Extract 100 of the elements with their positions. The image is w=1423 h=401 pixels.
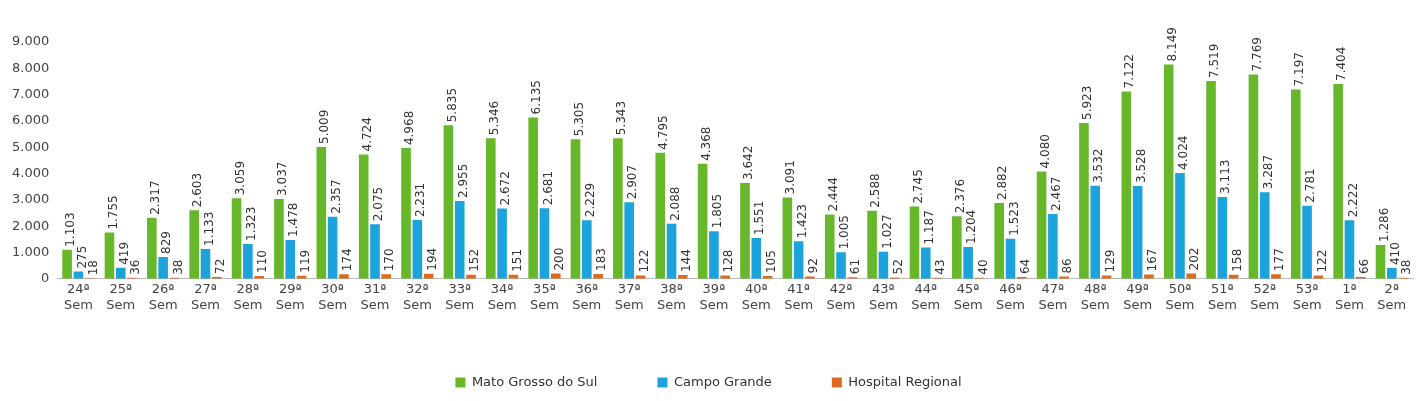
bar (1079, 122, 1089, 279)
y-tick-label: 2.000 (12, 217, 50, 233)
data-label: 2.317 (147, 180, 162, 215)
x-tick-label: 52ª Sem (1250, 280, 1280, 312)
bar (751, 237, 762, 279)
y-tick-label: 6.000 (12, 112, 50, 128)
data-label: 194 (424, 247, 439, 271)
x-tick-label: 47ª Sem (1038, 280, 1068, 312)
data-label: 1.805 (710, 193, 725, 229)
data-label: 158 (1229, 248, 1244, 272)
data-label: 122 (636, 249, 651, 273)
data-label: 4.795 (656, 115, 671, 150)
x-tick-label: 24ª Sem (63, 280, 93, 312)
legend-label: Campo Grande (673, 373, 772, 389)
x-tick-label: 32ª Sem (402, 280, 432, 312)
x-tick-label: 41ª Sem (784, 280, 814, 312)
x-tick-label: 35ª Sem (529, 280, 559, 312)
data-label: 1.005 (837, 215, 852, 250)
data-label: 829 (159, 231, 174, 254)
data-label: 151 (509, 248, 524, 272)
x-tick-label: 42ª Sem (826, 280, 856, 312)
data-label: 36 (128, 259, 143, 275)
data-label: 170 (382, 248, 397, 272)
data-label: 174 (340, 248, 355, 272)
data-label: 2.231 (413, 182, 428, 218)
data-label: 5.835 (444, 87, 459, 123)
bar (1132, 185, 1143, 279)
data-label: 38 (170, 259, 185, 275)
bar (782, 197, 793, 279)
data-label: 1.423 (794, 204, 809, 239)
bar (1175, 172, 1185, 279)
data-label: 66 (1356, 258, 1371, 275)
data-label: 72 (212, 258, 227, 274)
data-label: 7.769 (1249, 37, 1264, 72)
data-label: 2.376 (952, 178, 967, 214)
legend-label: Hospital Regional (848, 373, 962, 389)
bar (358, 154, 369, 279)
bar (1344, 220, 1355, 279)
bar (1005, 238, 1016, 279)
bar (274, 198, 284, 279)
bar (539, 208, 550, 279)
data-label: 119 (297, 249, 312, 273)
bar (909, 206, 920, 279)
bar (412, 220, 423, 279)
bar (624, 202, 634, 279)
data-label: 5.305 (571, 101, 586, 137)
data-label: 3.287 (1260, 154, 1275, 190)
data-label: 4.368 (698, 126, 713, 161)
x-tick-label: 33ª Sem (445, 280, 475, 312)
x-tick-label: 30ª Sem (318, 280, 348, 312)
data-label: 1.523 (1006, 201, 1021, 236)
data-label: 3.528 (1133, 148, 1148, 183)
x-tick-label: 38ª Sem (657, 280, 687, 312)
bar (582, 220, 592, 279)
bar (878, 251, 889, 279)
x-tick-label: 39ª Sem (699, 280, 729, 312)
data-label: 2.672 (498, 171, 513, 206)
bar (443, 125, 454, 279)
bar (1186, 273, 1197, 279)
data-label: 105 (763, 250, 778, 274)
bar (666, 223, 677, 279)
x-tick-label: 50ª Sem (1165, 280, 1195, 312)
data-label: 2.603 (190, 172, 205, 208)
data-label: 52 (890, 259, 905, 275)
data-label: 5.343 (614, 100, 629, 136)
x-tick-label: 37ª Sem (614, 280, 644, 312)
y-tick-label: 0 (40, 270, 50, 286)
data-label: 38 (1399, 259, 1414, 275)
data-label: 1.755 (105, 195, 120, 230)
data-label: 3.059 (232, 160, 247, 196)
bar (1248, 74, 1259, 279)
x-tick-label: 51ª Sem (1207, 280, 1237, 312)
x-tick-label: 26ª Sem (148, 280, 178, 312)
bar (454, 201, 465, 279)
bar (1290, 89, 1301, 279)
data-label: 129 (1102, 249, 1117, 273)
data-label: 4.968 (402, 110, 417, 146)
bar (339, 274, 349, 279)
bar (836, 252, 846, 279)
x-tick-label: 2ª Sem (1377, 280, 1407, 312)
bar (1090, 185, 1101, 279)
data-label: 5.346 (486, 100, 501, 136)
bar (1302, 205, 1312, 279)
bar (720, 275, 731, 279)
data-label: 3.037 (275, 161, 290, 196)
x-tick-label: 31ª Sem (360, 280, 390, 312)
x-tick-label: 45ª Sem (953, 280, 983, 312)
data-label: 86 (1060, 258, 1075, 274)
bar (497, 208, 507, 279)
data-label: 183 (594, 248, 609, 271)
bar (1259, 192, 1270, 279)
data-label: 4.080 (1037, 134, 1052, 169)
bar (316, 147, 327, 279)
data-label: 1.286 (1376, 207, 1391, 242)
bar (115, 267, 126, 279)
data-label: 7.122 (1122, 54, 1137, 89)
y-tick-label: 1.000 (12, 243, 50, 259)
bar (158, 256, 168, 279)
bar (920, 247, 931, 279)
bar (824, 214, 835, 279)
